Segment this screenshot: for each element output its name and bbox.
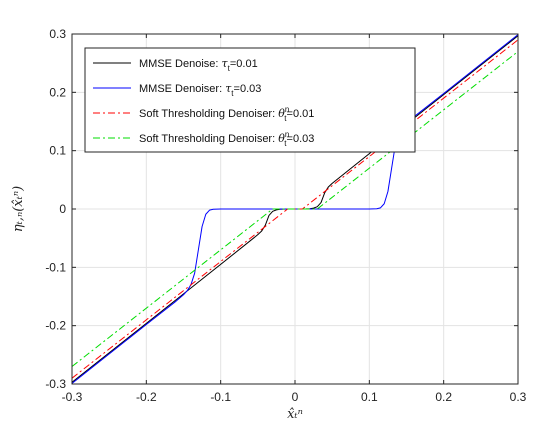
legend-sub: t: [284, 114, 287, 123]
legend-box: [84, 47, 416, 153]
legend-main: Soft Thresholding Denoiser:: [139, 133, 278, 145]
y-tick-label: 0.2: [49, 85, 66, 99]
legend-val: =0.01: [287, 108, 315, 120]
legend-sub: t: [284, 139, 287, 148]
legend-sub: t: [228, 64, 231, 73]
y-tick-label: 0.1: [49, 144, 66, 158]
legend-val: =0.03: [234, 83, 262, 95]
legend-sym: τ: [222, 57, 229, 70]
y-tick-label: 0: [59, 202, 66, 216]
y-tick-label: -0.1: [45, 260, 66, 274]
legend-main: MMSE Denoise:: [139, 58, 222, 70]
legend-val: =0.01: [230, 58, 258, 70]
legend-sym: θ: [278, 107, 285, 120]
x-tick-label: 0.2: [435, 390, 452, 404]
y-tick-label: -0.2: [45, 319, 66, 333]
legend-sym: τ: [225, 82, 232, 95]
legend-entry-3: Soft Thresholding Denoiser: θn t=0.03: [139, 130, 314, 148]
x-tick-label: 0.3: [510, 390, 527, 404]
x-tick-label: -0.1: [210, 390, 231, 404]
legend-val: =0.03: [287, 133, 315, 145]
y-tick-label: 0.3: [49, 27, 66, 41]
legend-sym: θ: [278, 132, 285, 145]
legend-sup: n: [285, 105, 289, 114]
legend-main: Soft Thresholding Denoiser:: [139, 108, 278, 120]
x-tick-label: 0.1: [361, 390, 378, 404]
legend-sub: t: [231, 89, 234, 98]
y-tick-label: -0.3: [45, 377, 66, 391]
legend-entry-2: Soft Thresholding Denoiser: θn t=0.01: [139, 105, 314, 123]
y-axis-label: ηₜ,ₙ(x̂ₜⁿ): [11, 186, 26, 232]
legend-main: MMSE Denoiser:: [139, 83, 225, 95]
x-tick-label: 0: [292, 390, 299, 404]
ticks: -0.3 -0.2 -0.1 0 0.1 0.2 0.3 0.3 0.2 0.1 0 -0.1 -0.2…: [45, 27, 526, 404]
x-axis-label: x̂ₜⁿ: [287, 407, 303, 422]
axis-titles: x̂ₜⁿ ηₜ,ₙ(x̂ₜⁿ): [11, 186, 303, 422]
x-tick-label: -0.3: [62, 390, 83, 404]
x-tick-label: -0.2: [136, 390, 157, 404]
legend-entry-0: MMSE Denoise: τt=0.01: [139, 57, 258, 73]
legend-sup: n: [285, 130, 289, 139]
legend-entry-1: MMSE Denoiser: τt=0.03: [139, 82, 261, 98]
